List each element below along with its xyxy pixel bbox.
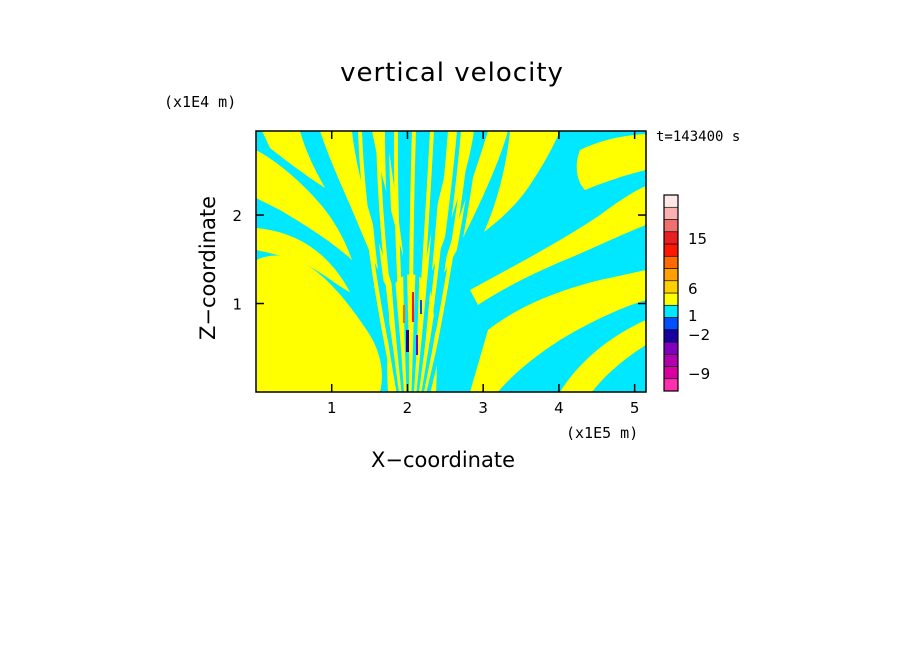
heatmap-region [560, 320, 646, 392]
colorbar-swatch [663, 255, 679, 269]
x-tick-label: 4 [554, 399, 564, 417]
heatmap-cell [420, 300, 422, 314]
heatmap-cell [406, 330, 409, 352]
heatmap-region [484, 131, 560, 232]
x-tick-label: 2 [403, 399, 413, 417]
colorbar-label: −2 [688, 326, 710, 344]
heatmap-region [256, 255, 382, 392]
x-tick-label: 1 [327, 399, 337, 417]
heatmap-region [256, 228, 350, 292]
time-label: t=143400 s [656, 129, 741, 145]
colorbar-swatch [663, 317, 679, 331]
heatmap-stripe [416, 131, 443, 392]
heatmap-stripe [426, 131, 479, 392]
heatmap-region [576, 134, 646, 190]
colorbar-swatch [663, 243, 679, 257]
heatmap-stripe [421, 131, 461, 392]
heatmap-stripe [414, 131, 434, 392]
colorbar-swatch [663, 341, 679, 355]
heatmap-region [262, 131, 325, 188]
colorbar-label: −9 [688, 365, 710, 383]
colorbar-swatch [663, 378, 679, 392]
colorbar-swatch [663, 353, 679, 367]
heatmap-stripe [358, 131, 398, 392]
chart-title: vertical velocity [340, 58, 564, 88]
heatmap-cell [416, 335, 418, 355]
colorbar-label: 6 [688, 280, 698, 298]
colorbar-label: 15 [688, 230, 707, 248]
x-axis-unit: (x1E5 m) [566, 424, 639, 442]
heatmap-stripe [411, 131, 425, 392]
colorbar: 15 6 1−2 −9 [663, 194, 710, 392]
x-axis-label: X−coordinate [371, 448, 515, 472]
colorbar-swatch [663, 304, 679, 318]
z-axis-unit: (x1E4 m) [164, 93, 237, 111]
colorbar-swatch [663, 231, 679, 245]
heatmap-region [256, 150, 352, 260]
heatmap-region [440, 131, 508, 280]
heatmap-cell [412, 292, 414, 322]
heatmap-stripe [408, 131, 416, 392]
colorbar-swatch [663, 292, 679, 306]
colorbar-swatch [663, 206, 679, 220]
heatmap-region [470, 186, 646, 305]
heatmap-cell [403, 305, 405, 323]
heatmap-stripe [424, 131, 470, 392]
colorbar-swatch [663, 280, 679, 294]
heatmap-region [422, 131, 474, 295]
colorbar-swatch [663, 194, 679, 208]
heatmap-stripe [402, 131, 411, 392]
heatmap-stripe [393, 131, 408, 392]
y-tick-label: 2 [232, 207, 242, 225]
colorbar-swatch [663, 268, 679, 282]
colorbar-label: 1 [688, 307, 698, 325]
colorbar-swatch [663, 329, 679, 343]
plot-area [256, 131, 646, 392]
heatmap-stripe [419, 131, 452, 392]
y-tick-label: 1 [232, 296, 242, 314]
heatmap-stripe [385, 131, 406, 392]
x-tick-label: 3 [478, 399, 488, 417]
colorbar-swatch [663, 219, 679, 233]
heatmap-region [470, 270, 646, 392]
colorbar-frame [663, 194, 679, 392]
plot-frame [255, 130, 647, 393]
x-tick-label: 5 [630, 399, 640, 417]
heatmap-stripe [376, 131, 403, 392]
heatmap-stripe [367, 131, 401, 392]
colorbar-swatch [663, 366, 679, 380]
